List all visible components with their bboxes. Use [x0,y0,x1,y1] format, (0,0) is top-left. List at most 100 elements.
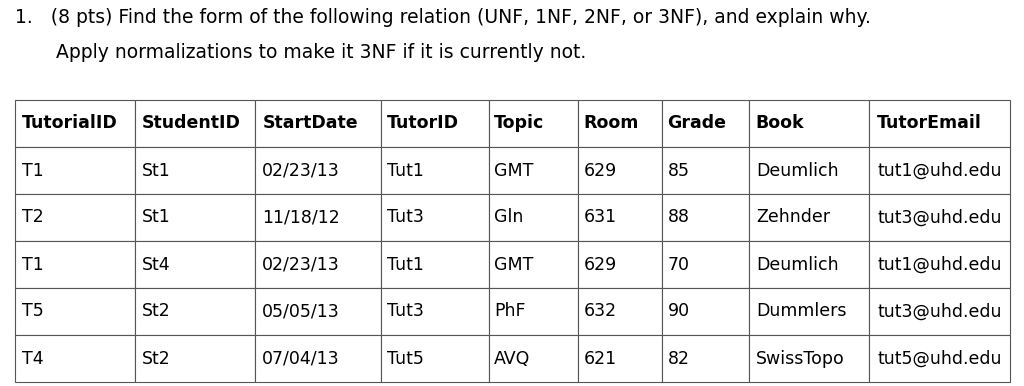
Text: Dummlers: Dummlers [756,303,847,320]
Text: T5: T5 [23,303,44,320]
Text: Gln: Gln [494,208,523,227]
Text: 1.   (8 pts) Find the form of the following relation (UNF, 1NF, 2NF, or 3NF), an: 1. (8 pts) Find the form of the followin… [15,8,871,27]
Bar [579,241,663,288]
Text: StudentID: StudentID [142,115,241,132]
Text: TutorEmail: TutorEmail [877,115,982,132]
Bar [868,335,1010,382]
Bar [255,241,381,288]
Text: PhF: PhF [494,303,525,320]
Bar [663,100,749,147]
Bar [868,241,1010,288]
Bar [749,194,868,241]
Bar [381,147,488,194]
Text: tut3@uhd.edu: tut3@uhd.edu [877,303,1001,320]
Bar [255,335,381,382]
Text: StartDate: StartDate [262,115,358,132]
Bar [255,147,381,194]
Bar [488,288,579,335]
Bar [15,100,135,147]
Bar [488,241,579,288]
Text: 90: 90 [668,303,689,320]
Text: 621: 621 [584,349,616,367]
Text: tut3@uhd.edu: tut3@uhd.edu [877,208,1001,227]
Text: T4: T4 [23,349,44,367]
Text: Tut1: Tut1 [387,161,424,179]
Bar [135,147,255,194]
Bar [135,100,255,147]
Bar [663,194,749,241]
Bar [135,335,255,382]
Bar [663,335,749,382]
Text: SwissTopo: SwissTopo [756,349,845,367]
Text: 05/05/13: 05/05/13 [262,303,340,320]
Bar [488,194,579,241]
Text: Topic: Topic [494,115,544,132]
Text: Tut3: Tut3 [387,208,424,227]
Bar [579,335,663,382]
Text: Tut3: Tut3 [387,303,424,320]
Bar [663,241,749,288]
Bar [749,241,868,288]
Bar [15,194,135,241]
Text: Room: Room [584,115,639,132]
Text: 85: 85 [668,161,689,179]
Bar [579,100,663,147]
Bar [15,288,135,335]
Bar [15,147,135,194]
Text: Tut1: Tut1 [387,256,424,274]
Text: 70: 70 [668,256,689,274]
Bar [15,335,135,382]
Text: 632: 632 [584,303,616,320]
Bar [381,100,488,147]
Text: 629: 629 [584,256,616,274]
Bar [749,147,868,194]
Bar [255,100,381,147]
Bar [868,100,1010,147]
Bar [135,194,255,241]
Text: AVQ: AVQ [494,349,530,367]
Text: St1: St1 [142,208,171,227]
Text: Zehnder: Zehnder [756,208,829,227]
Text: 02/23/13: 02/23/13 [262,161,340,179]
Text: St1: St1 [142,161,171,179]
Text: Deumlich: Deumlich [756,161,839,179]
Bar [663,147,749,194]
Text: GMT: GMT [494,161,534,179]
Text: 11/18/12: 11/18/12 [262,208,340,227]
Text: St2: St2 [142,303,171,320]
Bar [749,335,868,382]
Text: 02/23/13: 02/23/13 [262,256,340,274]
Bar [868,194,1010,241]
Bar [15,241,135,288]
Bar [749,100,868,147]
Bar [255,288,381,335]
Text: T2: T2 [23,208,44,227]
Text: GMT: GMT [494,256,534,274]
Bar [579,194,663,241]
Text: 631: 631 [584,208,616,227]
Text: Apply normalizations to make it 3NF if it is currently not.: Apply normalizations to make it 3NF if i… [56,43,587,62]
Bar [663,288,749,335]
Bar [868,288,1010,335]
Text: TutorID: TutorID [387,115,459,132]
Text: tut1@uhd.edu: tut1@uhd.edu [877,256,1001,274]
Bar [381,288,488,335]
Bar [868,147,1010,194]
Bar [488,335,579,382]
Bar [579,147,663,194]
Text: 88: 88 [668,208,689,227]
Text: T1: T1 [23,161,44,179]
Text: Book: Book [756,115,805,132]
Text: Tut5: Tut5 [387,349,424,367]
Bar [135,288,255,335]
Text: 82: 82 [668,349,689,367]
Text: Grade: Grade [668,115,727,132]
Text: Deumlich: Deumlich [756,256,839,274]
Text: St2: St2 [142,349,171,367]
Text: 07/04/13: 07/04/13 [262,349,340,367]
Text: 629: 629 [584,161,616,179]
Bar [381,241,488,288]
Bar [488,147,579,194]
Text: tut1@uhd.edu: tut1@uhd.edu [877,161,1001,179]
Bar [579,288,663,335]
